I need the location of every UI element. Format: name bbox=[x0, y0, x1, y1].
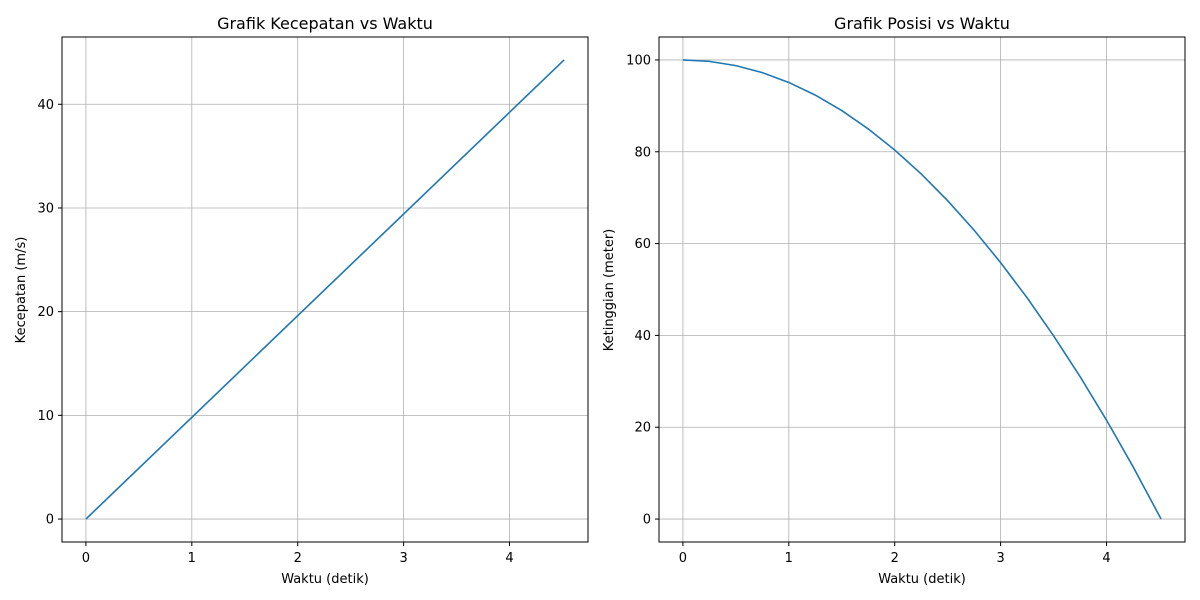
chart-position: Grafik Posisi vs Waktu Waktu (detik) Ket… bbox=[602, 14, 1186, 587]
y-tick-label: 0 bbox=[46, 513, 54, 528]
x-tick-label: 0 bbox=[82, 551, 90, 566]
y-tick-label: 20 bbox=[37, 305, 54, 320]
x-axis-label: Waktu (detik) bbox=[281, 572, 369, 587]
x-tick-label: 4 bbox=[1102, 551, 1110, 566]
series-line bbox=[85, 59, 565, 520]
y-tick-label: 60 bbox=[634, 237, 651, 252]
x-tick-label: 1 bbox=[188, 551, 196, 566]
x-tick-label: 3 bbox=[996, 551, 1004, 566]
y-tick-label: 20 bbox=[634, 421, 651, 436]
chart-title: Grafik Kecepatan vs Waktu bbox=[217, 14, 433, 33]
y-axis-label: Kecepatan (m/s) bbox=[14, 237, 29, 344]
x-tick-label: 1 bbox=[785, 551, 793, 566]
plot-frame bbox=[658, 36, 1186, 543]
x-tick-label: 2 bbox=[891, 551, 899, 566]
chart-velocity: Grafik Kecepatan vs Waktu Waktu (detik) … bbox=[14, 14, 589, 587]
x-tick-label: 2 bbox=[294, 551, 302, 566]
x-tick-label: 0 bbox=[679, 551, 687, 566]
y-tick-label: 40 bbox=[37, 98, 54, 113]
x-tick-label: 3 bbox=[399, 551, 407, 566]
y-tick-label: 0 bbox=[643, 513, 651, 528]
plot-frame bbox=[61, 36, 589, 543]
y-tick-label: 30 bbox=[37, 201, 54, 216]
x-axis-label: Waktu (detik) bbox=[878, 572, 966, 587]
chart-title: Grafik Posisi vs Waktu bbox=[834, 14, 1010, 33]
series-line bbox=[682, 59, 1162, 520]
y-tick-label: 100 bbox=[626, 53, 651, 68]
y-tick-label: 10 bbox=[37, 409, 54, 424]
y-tick-label: 40 bbox=[634, 329, 651, 344]
y-tick-label: 80 bbox=[634, 145, 651, 160]
x-tick-label: 4 bbox=[505, 551, 513, 566]
y-axis-label: Ketinggian (meter) bbox=[602, 229, 617, 352]
